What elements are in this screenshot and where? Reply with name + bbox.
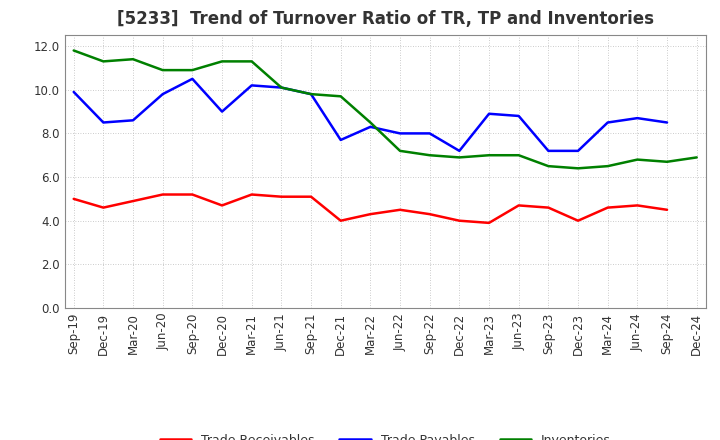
Trade Payables [217,109,226,114]
Trade Receivables [662,207,671,213]
Trade Payables [603,120,612,125]
Trade Receivables [307,194,315,199]
Trade Payables [277,85,286,90]
Inventories [396,148,405,154]
Trade Payables [662,120,671,125]
Trade Payables [366,124,374,129]
Trade Receivables [603,205,612,210]
Trade Receivables [574,218,582,224]
Inventories [633,157,642,162]
Trade Payables [69,89,78,95]
Legend: Trade Receivables, Trade Payables, Inventories: Trade Receivables, Trade Payables, Inven… [155,429,616,440]
Inventories [188,67,197,73]
Trade Payables [129,117,138,123]
Inventories [514,153,523,158]
Trade Payables [633,115,642,121]
Inventories [455,155,464,160]
Trade Receivables [217,203,226,208]
Inventories [485,153,493,158]
Inventories [544,164,553,169]
Trade Receivables [99,205,108,210]
Trade Receivables [514,203,523,208]
Trade Receivables [455,218,464,224]
Inventories [426,153,434,158]
Inventories [693,155,701,160]
Inventories [307,92,315,97]
Trade Payables [188,76,197,81]
Inventories [217,59,226,64]
Inventories [99,59,108,64]
Inventories [277,85,286,90]
Trade Payables [574,148,582,154]
Inventories [336,94,345,99]
Title: [5233]  Trend of Turnover Ratio of TR, TP and Inventories: [5233] Trend of Turnover Ratio of TR, TP… [117,10,654,28]
Line: Inventories: Inventories [73,51,697,169]
Line: Trade Payables: Trade Payables [73,79,667,151]
Inventories [662,159,671,165]
Trade Payables [99,120,108,125]
Trade Receivables [544,205,553,210]
Inventories [366,120,374,125]
Trade Receivables [633,203,642,208]
Trade Receivables [336,218,345,224]
Trade Payables [514,114,523,119]
Trade Receivables [277,194,286,199]
Trade Payables [485,111,493,117]
Trade Receivables [188,192,197,197]
Trade Payables [544,148,553,154]
Trade Receivables [366,212,374,217]
Inventories [158,67,167,73]
Inventories [603,164,612,169]
Trade Payables [336,137,345,143]
Inventories [574,166,582,171]
Trade Payables [248,83,256,88]
Trade Receivables [426,212,434,217]
Inventories [129,57,138,62]
Trade Payables [396,131,405,136]
Trade Receivables [248,192,256,197]
Inventories [69,48,78,53]
Trade Receivables [129,198,138,204]
Trade Payables [455,148,464,154]
Trade Receivables [396,207,405,213]
Trade Payables [158,92,167,97]
Trade Payables [307,92,315,97]
Line: Trade Receivables: Trade Receivables [73,194,667,223]
Trade Receivables [69,196,78,202]
Inventories [248,59,256,64]
Trade Payables [426,131,434,136]
Trade Receivables [158,192,167,197]
Trade Receivables [485,220,493,226]
